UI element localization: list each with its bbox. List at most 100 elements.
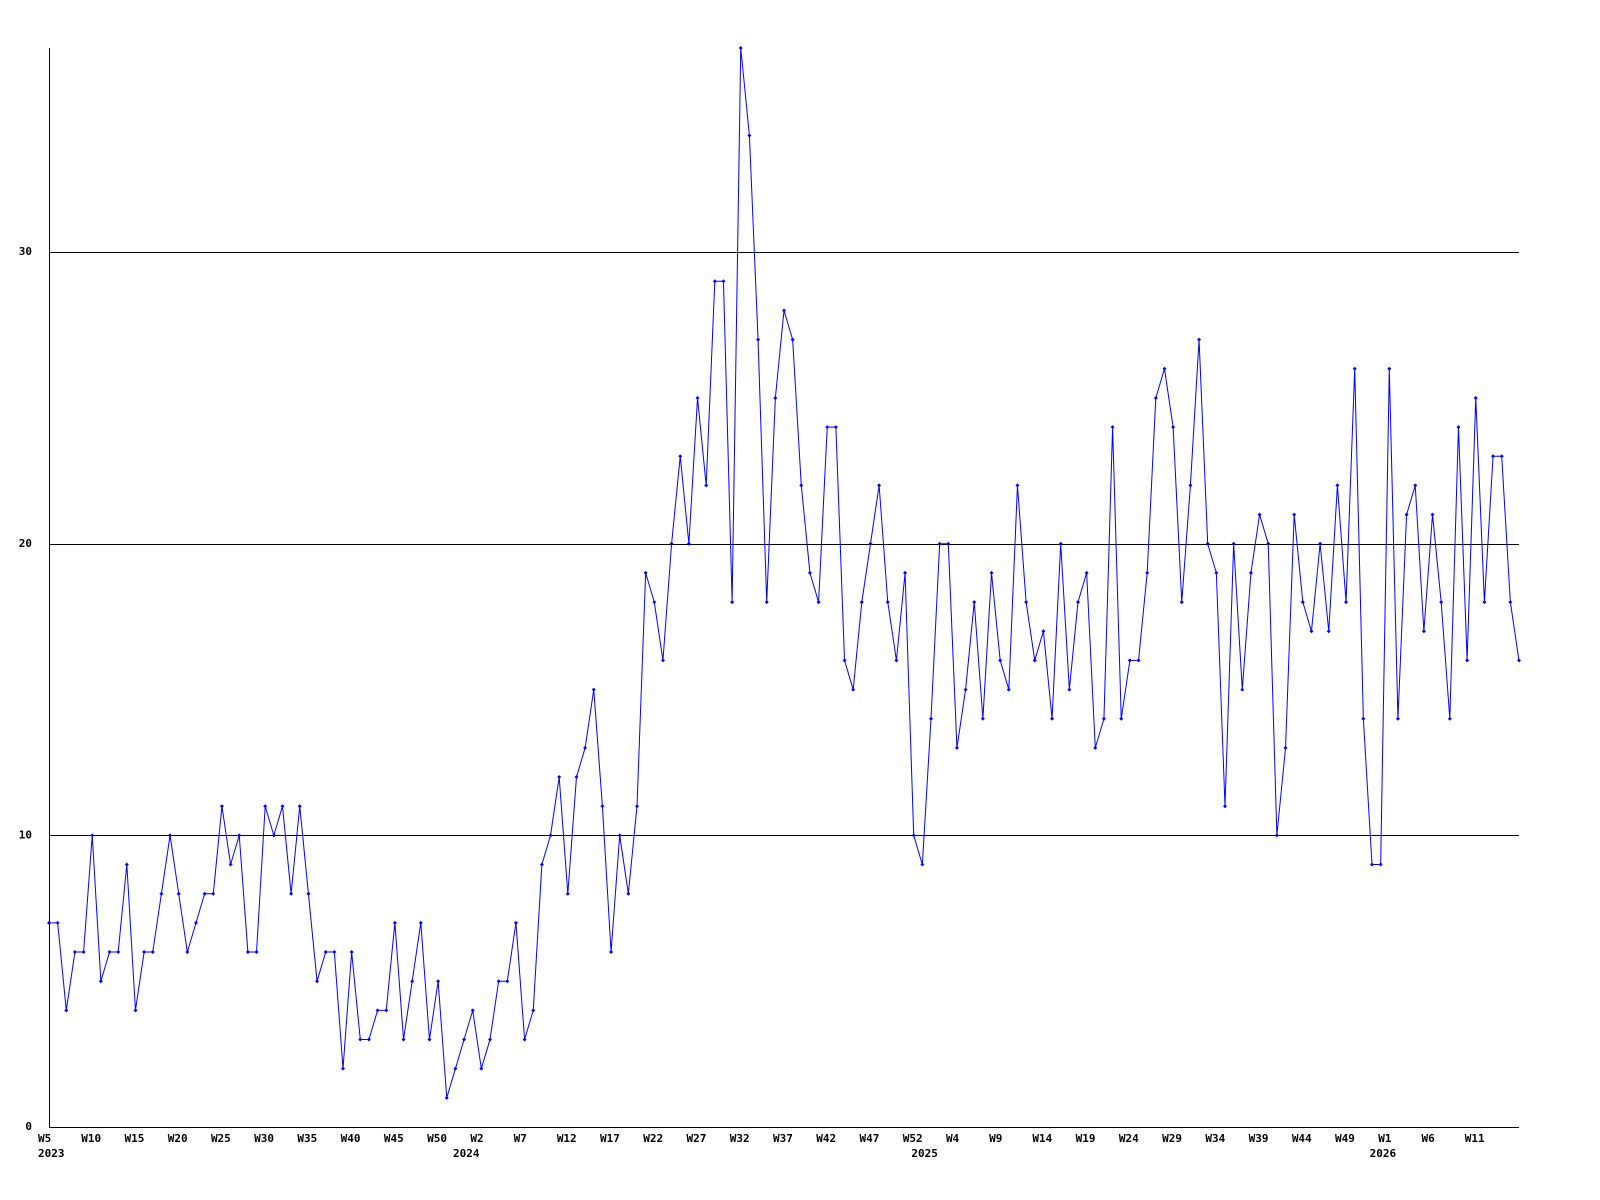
x-tick-label: W27: [687, 1132, 707, 1145]
data-point: [1378, 862, 1383, 867]
data-point: [816, 600, 821, 605]
data-point: [1266, 541, 1271, 546]
data-point: [894, 658, 899, 663]
data-point: [90, 833, 95, 838]
data-point: [548, 833, 553, 838]
data-point: [972, 600, 977, 605]
data-point: [1482, 600, 1487, 605]
data-point: [185, 950, 190, 955]
data-point: [168, 833, 173, 838]
x-tick-label: W25: [211, 1132, 231, 1145]
data-point: [756, 337, 761, 342]
data-point: [315, 979, 320, 984]
data-point: [470, 1008, 475, 1013]
data-point: [271, 833, 276, 838]
data-point: [1136, 658, 1141, 663]
data-point: [1205, 541, 1210, 546]
data-point: [721, 279, 726, 284]
data-point: [1024, 600, 1029, 605]
data-point: [1188, 483, 1193, 488]
data-point: [116, 950, 121, 955]
data-point: [954, 745, 959, 750]
x-tick-label: W9: [989, 1132, 1002, 1145]
data-point: [782, 308, 786, 313]
x-tick-label: W10: [81, 1132, 101, 1145]
data-point: [237, 833, 242, 838]
data-point: [306, 891, 311, 896]
data-point: [1439, 600, 1444, 605]
data-point: [366, 1037, 371, 1042]
x-tick-label: W42: [816, 1132, 836, 1145]
x-tick-label: W47: [859, 1132, 879, 1145]
data-point: [1344, 600, 1349, 605]
data-point: [669, 541, 674, 546]
data-point: [1110, 425, 1115, 430]
x-tick-label: W17: [600, 1132, 620, 1145]
data-point: [712, 279, 717, 284]
data-point: [98, 979, 103, 984]
data-point: [998, 658, 1003, 663]
data-point: [963, 687, 968, 692]
data-point: [150, 950, 155, 955]
x-tick-label: W24: [1119, 1132, 1139, 1145]
data-point: [245, 950, 250, 955]
x-year-label: 2026: [1370, 1147, 1397, 1160]
data-point: [505, 979, 510, 984]
data-point: [1292, 512, 1297, 517]
data-point: [479, 1066, 484, 1071]
data-line: [49, 47, 1520, 1098]
data-point: [444, 1095, 449, 1100]
data-point: [868, 541, 873, 546]
x-tick-label: W12: [557, 1132, 577, 1145]
data-point: [678, 454, 683, 459]
data-point: [1283, 745, 1288, 750]
data-point: [1093, 745, 1098, 750]
x-year-label: 2024: [453, 1147, 480, 1160]
data-point: [989, 570, 994, 575]
data-point: [851, 687, 856, 692]
data-point: [375, 1008, 380, 1013]
x-tick-label: W19: [1076, 1132, 1096, 1145]
data-point: [1387, 366, 1392, 371]
data-point: [72, 950, 77, 955]
data-point: [695, 395, 700, 400]
data-point: [747, 133, 752, 138]
data-point: [1223, 804, 1227, 809]
data-point: [557, 775, 562, 780]
x-tick-label: W29: [1162, 1132, 1182, 1145]
data-point: [1127, 658, 1132, 663]
data-point: [401, 1037, 406, 1042]
x-year-label: 2025: [911, 1147, 938, 1160]
data-point: [211, 891, 216, 896]
data-point: [635, 804, 639, 809]
data-point: [1084, 570, 1089, 575]
data-point: [539, 862, 544, 867]
data-point: [488, 1037, 492, 1042]
data-point: [263, 804, 268, 809]
x-tick-label: W32: [730, 1132, 750, 1145]
data-point: [885, 600, 890, 605]
x-tick-label: W30: [254, 1132, 274, 1145]
data-point: [842, 658, 847, 663]
data-point: [1179, 600, 1184, 605]
data-point: [280, 804, 285, 809]
data-point: [626, 891, 631, 896]
data-point: [1240, 687, 1245, 692]
data-point: [1361, 716, 1366, 721]
data-point: [704, 483, 709, 488]
data-point: [1162, 366, 1167, 371]
data-point: [1248, 570, 1253, 575]
data-point: [513, 920, 518, 925]
x-tick-label: W22: [643, 1132, 663, 1145]
data-point: [1197, 337, 1202, 342]
data-point: [124, 862, 129, 867]
data-point: [436, 979, 441, 984]
data-point: [81, 950, 86, 955]
data-point: [427, 1037, 432, 1042]
data-point: [1421, 629, 1426, 634]
data-point: [1352, 366, 1357, 371]
data-point: [1473, 395, 1478, 400]
data-point: [219, 804, 224, 809]
data-point: [1145, 570, 1150, 575]
